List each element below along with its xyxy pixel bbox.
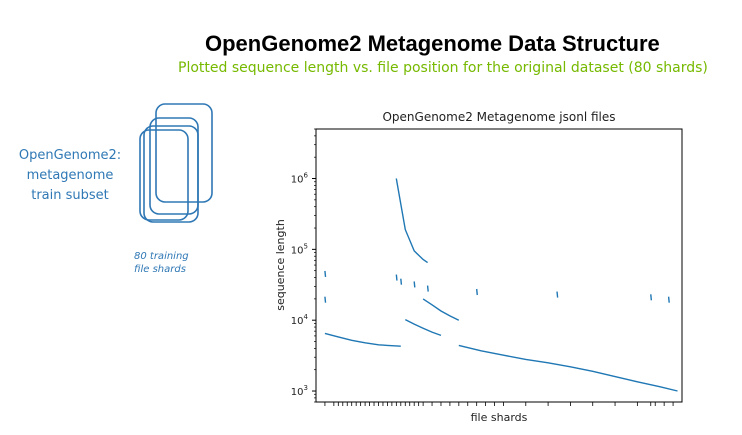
data-point — [413, 281, 416, 288]
data-series-line — [422, 298, 460, 321]
y-tick-label: 106 — [291, 172, 309, 186]
shard-outline — [143, 125, 199, 223]
data-series-line — [324, 332, 401, 347]
data-point — [556, 291, 559, 298]
file-shards-sketch — [139, 103, 213, 223]
y-tick-label: 105 — [291, 242, 308, 256]
y-tick-label: 104 — [291, 313, 309, 327]
dataset-label-line: metagenome — [26, 168, 114, 183]
dataset-label-line: OpenGenome2: — [18, 148, 122, 163]
data-point — [400, 278, 403, 285]
data-series-line — [404, 318, 442, 337]
data-point — [426, 285, 429, 292]
shard-caption-line: file shards — [134, 264, 186, 275]
dataset-label-line: train subset — [31, 188, 109, 203]
data-series-line — [395, 178, 428, 264]
x-axis — [324, 402, 674, 406]
data-point — [395, 274, 398, 281]
chart: OpenGenome2 Metagenome jsonl files 10310… — [274, 110, 683, 424]
shard-outline — [139, 129, 189, 221]
data-point — [667, 296, 670, 303]
shard-outline — [155, 103, 213, 203]
data-point — [650, 294, 653, 301]
data-point — [324, 270, 327, 277]
data-series-line — [458, 344, 678, 392]
data-point — [324, 296, 327, 303]
y-axis-label: sequence length — [274, 219, 287, 311]
x-axis-label: file shards — [471, 411, 528, 424]
shard-caption-line: 80 training — [134, 251, 189, 262]
page-subtitle: Plotted sequence length vs. file positio… — [178, 60, 708, 76]
plot-frame — [315, 128, 683, 403]
shard-outline — [149, 117, 199, 215]
chart-title: OpenGenome2 Metagenome jsonl files — [382, 110, 615, 124]
y-axis: 103 104 105 106 — [291, 128, 316, 403]
data-point — [475, 288, 478, 296]
page-title: OpenGenome2 Metagenome Data Structure — [205, 31, 660, 56]
y-tick-label: 103 — [291, 384, 308, 398]
shard-caption: 80 training file shards — [134, 250, 214, 276]
dataset-label: OpenGenome2: metagenome train subset — [10, 146, 130, 206]
plot-area — [324, 178, 678, 392]
